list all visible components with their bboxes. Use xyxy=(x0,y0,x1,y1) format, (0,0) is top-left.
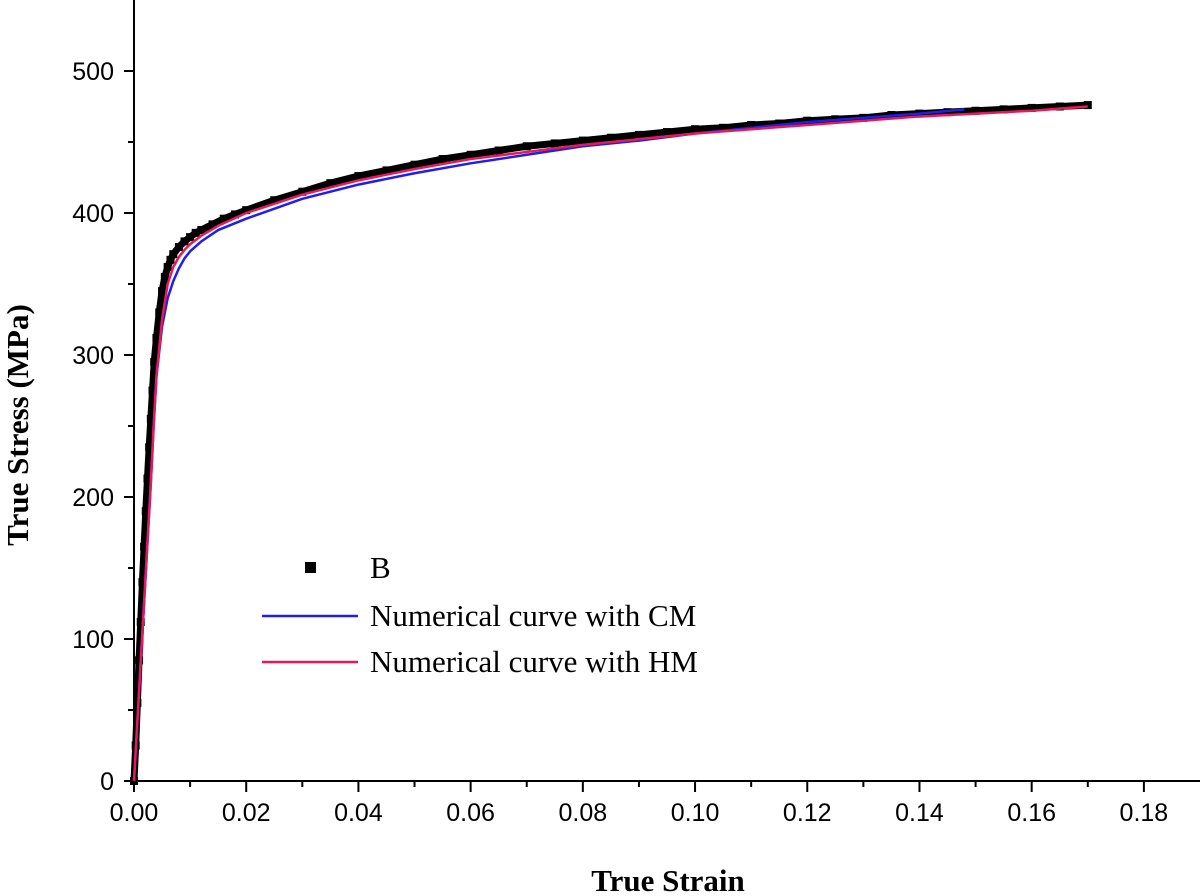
x-tick-label: 0.00 xyxy=(110,799,159,827)
data-point-b xyxy=(298,187,307,196)
data-point-b xyxy=(208,220,217,229)
legend: B Numerical curve with CM Numerical curv… xyxy=(262,550,698,679)
data-point-b xyxy=(663,128,671,137)
data-point-b xyxy=(148,386,157,395)
data-point-b xyxy=(197,226,206,235)
y-tick-label: 0 xyxy=(100,768,114,796)
data-point-b xyxy=(578,136,587,145)
x-axis-title: True Strain xyxy=(591,863,745,896)
data-point-b xyxy=(141,507,150,516)
data-point-b xyxy=(143,474,152,483)
data-point-b xyxy=(169,250,178,259)
y-tick-label: 200 xyxy=(72,484,114,512)
data-point-b xyxy=(163,262,172,271)
data-point-b xyxy=(971,106,980,115)
data-point-b xyxy=(1055,102,1064,111)
y-tick-label: 300 xyxy=(72,342,114,370)
data-point-b xyxy=(1027,103,1036,112)
data-point-b xyxy=(270,196,279,205)
data-point-b xyxy=(155,308,164,317)
data-point-b xyxy=(719,123,728,132)
data-point-b xyxy=(138,578,147,587)
data-point-b xyxy=(803,116,812,125)
x-tick-label: 0.16 xyxy=(1007,799,1056,827)
series-line-hm xyxy=(132,105,1088,782)
data-point-b xyxy=(999,105,1008,114)
data-point-b xyxy=(522,142,531,151)
data-point-b xyxy=(242,206,251,215)
ticks: 0.00 0.02 0.04 0.06 0.08 0.10 0.12 0.14 0.16 0.18… xyxy=(72,58,1168,827)
x-tick-label: 0.08 xyxy=(559,799,608,827)
data-point-b xyxy=(382,166,391,175)
x-tick-label: 0.10 xyxy=(671,799,720,827)
data-point-b xyxy=(158,287,167,296)
y-tick-label: 500 xyxy=(72,58,114,86)
data-point-b xyxy=(146,414,155,423)
data-point-b xyxy=(136,617,145,626)
data-point-b xyxy=(186,233,195,242)
y-tick-label: 400 xyxy=(72,200,114,228)
data-point-b xyxy=(174,243,183,252)
x-tick-label: 0.14 xyxy=(895,799,944,827)
data-point-b xyxy=(606,133,615,142)
data-point-b xyxy=(410,160,419,169)
data-point-b xyxy=(145,443,154,452)
data-point-b xyxy=(230,210,239,219)
plot-area xyxy=(130,101,1092,785)
x-tick-label: 0.06 xyxy=(446,799,495,827)
legend-marker-b xyxy=(305,562,316,573)
data-point-b xyxy=(466,150,475,159)
data-point-b xyxy=(140,542,149,551)
data-point-b xyxy=(152,333,161,342)
y-axis-title: True Stress (MPa) xyxy=(0,304,35,546)
axes xyxy=(133,0,1200,782)
data-point-b xyxy=(634,130,643,139)
legend-label-hm: Numerical curve with HM xyxy=(370,644,698,679)
x-tick-label: 0.12 xyxy=(783,799,832,827)
data-point-b xyxy=(166,255,175,264)
data-point-b xyxy=(326,179,335,188)
data-point-b xyxy=(354,172,363,181)
data-point-b xyxy=(550,139,559,148)
data-point-b xyxy=(135,656,144,665)
data-point-b xyxy=(1083,101,1092,110)
data-point-b xyxy=(160,272,169,281)
data-point-b xyxy=(691,125,700,134)
y-tick-label: 100 xyxy=(72,626,114,654)
x-tick-label: 0.02 xyxy=(222,799,271,827)
data-point-b xyxy=(494,146,503,155)
legend-label-b: B xyxy=(370,550,391,585)
data-point-b xyxy=(219,214,228,223)
data-point-b xyxy=(747,120,756,129)
data-point-b xyxy=(180,237,189,246)
data-point-b xyxy=(775,119,784,128)
legend-label-cm: Numerical curve with CM xyxy=(370,598,696,633)
data-point-b xyxy=(191,228,200,237)
data-point-b xyxy=(150,358,159,367)
x-tick-label: 0.04 xyxy=(334,799,383,827)
x-tick-label: 0.18 xyxy=(1120,799,1169,827)
data-point-b xyxy=(438,155,447,164)
